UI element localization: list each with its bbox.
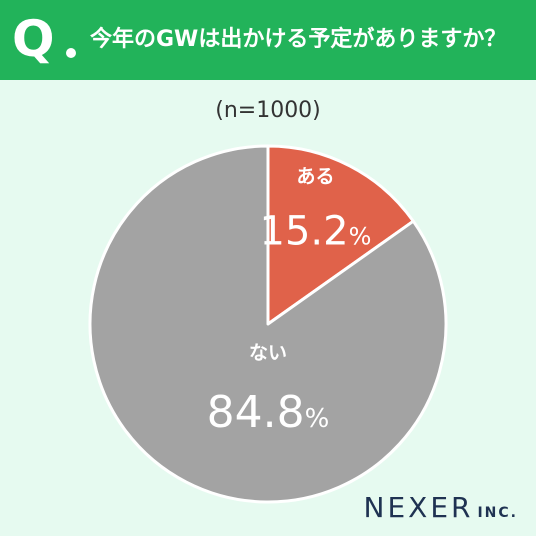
sample-size: (n=1000) — [215, 98, 321, 123]
slice-value-label: 15.2% — [260, 208, 372, 254]
question-text: 今年のGWは出かける予定がありますか？ — [90, 27, 507, 52]
pie-slice-nai — [88, 144, 448, 504]
logo-sub: INC. — [477, 505, 518, 521]
pie-slice-aru — [266, 144, 415, 326]
slice-value-label: 84.8% — [207, 387, 330, 438]
pie-slices — [88, 144, 448, 504]
pie-labels: ある 15.2% ない 84.8% — [207, 165, 372, 437]
slice-category-label: ない — [249, 342, 287, 364]
nexer-logo: NEXER INC. — [364, 491, 519, 524]
slice-category-label: ある — [296, 165, 334, 187]
q-dot — [66, 48, 76, 58]
q-mark: Q — [12, 10, 55, 68]
logo-main: NEXER — [363, 491, 474, 524]
question-header: Q 今年のGWは出かける予定がありますか？ — [0, 0, 536, 80]
